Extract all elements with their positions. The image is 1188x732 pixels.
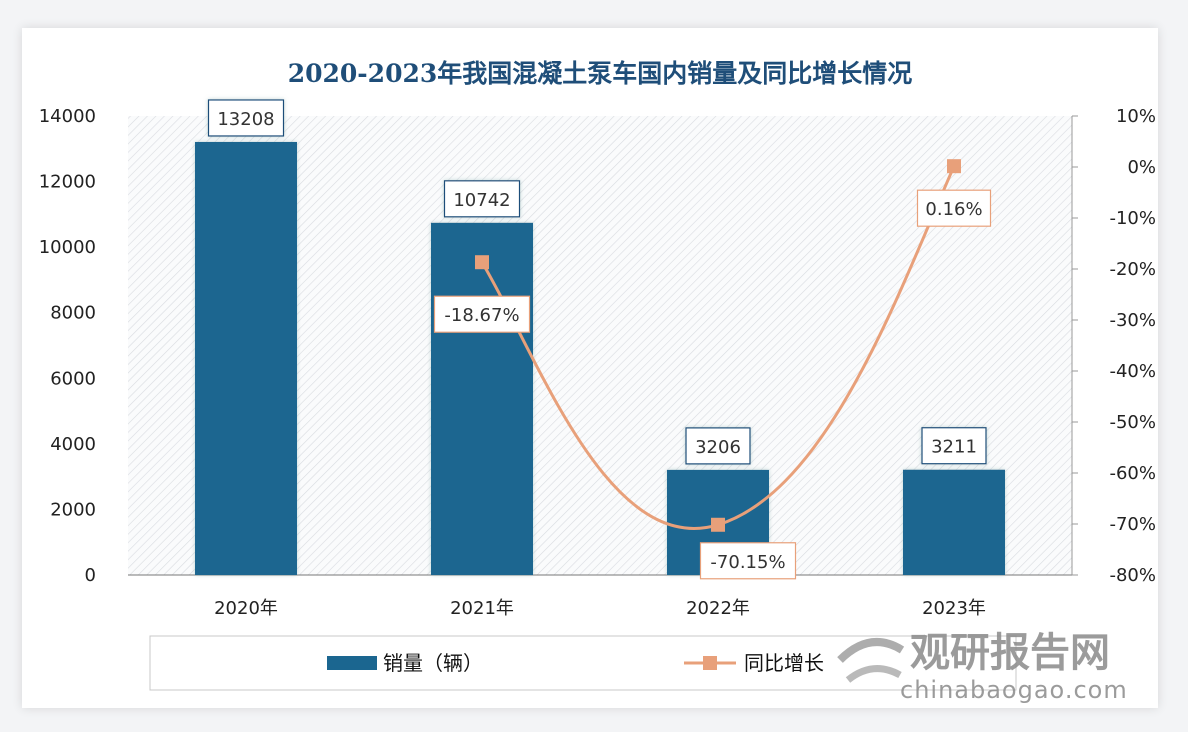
left-tick-label: 4000 xyxy=(50,434,96,455)
right-tick-label: -60% xyxy=(1109,463,1156,484)
line-point xyxy=(711,517,725,532)
bar-data-label: 10742 xyxy=(453,190,510,211)
line-data-label: -70.15% xyxy=(710,552,785,573)
bar-data-label: 3211 xyxy=(931,437,977,458)
left-tick-label: 14000 xyxy=(39,106,96,127)
bar-data-label: 3206 xyxy=(695,437,741,458)
x-tick-label: 2020年 xyxy=(214,598,278,619)
x-tick-label: 2022年 xyxy=(686,598,750,619)
left-tick-label: 12000 xyxy=(39,172,96,193)
line-label-box xyxy=(699,542,797,580)
bar-label-box xyxy=(207,99,285,137)
x-tick-label: 2023年 xyxy=(922,598,986,619)
line-point xyxy=(475,255,489,270)
bar-label-box xyxy=(443,180,521,218)
right-tick-label: 10% xyxy=(1116,106,1156,127)
bar xyxy=(195,141,297,575)
line-point xyxy=(947,159,961,174)
bar-data-label: 13208 xyxy=(217,109,274,130)
line-data-label: 0.16% xyxy=(925,199,982,220)
right-tick-label: -20% xyxy=(1109,259,1156,280)
right-tick-label: -10% xyxy=(1109,208,1156,229)
watermark-logo xyxy=(837,638,905,683)
chart-title: 2020-2023年我国混凝土泵车国内销量及同比增长情况 xyxy=(288,59,913,88)
watermark-url: chinabaogao.com xyxy=(900,676,1128,704)
left-tick-label: 0 xyxy=(85,565,96,586)
x-tick-label: 2021年 xyxy=(450,598,514,619)
line-label-box xyxy=(916,189,992,227)
line-data-label: -18.67% xyxy=(444,305,519,326)
legend-line-label: 同比增长 xyxy=(744,651,824,675)
right-tick-label: -30% xyxy=(1109,310,1156,331)
watermark-text: 观研报告网 xyxy=(910,630,1110,676)
left-tick-label: 10000 xyxy=(39,237,96,258)
right-tick-label: 0% xyxy=(1127,157,1156,178)
right-tick-label: -80% xyxy=(1109,565,1156,586)
legend-bar-swatch xyxy=(327,656,377,670)
line-label-box xyxy=(433,295,531,333)
left-tick-label: 8000 xyxy=(50,303,96,324)
bar-label-box xyxy=(921,427,987,465)
bar xyxy=(431,222,533,575)
right-tick-label: -40% xyxy=(1109,361,1156,382)
right-tick-label: -50% xyxy=(1109,412,1156,433)
bar-label-box xyxy=(685,427,751,465)
left-tick-label: 6000 xyxy=(50,368,96,389)
left-tick-label: 2000 xyxy=(50,499,96,520)
legend-bar-label: 销量（辆） xyxy=(383,651,483,675)
legend-line-marker xyxy=(703,656,717,670)
right-tick-label: -70% xyxy=(1109,514,1156,535)
legend xyxy=(149,635,1017,691)
bar xyxy=(903,469,1005,575)
